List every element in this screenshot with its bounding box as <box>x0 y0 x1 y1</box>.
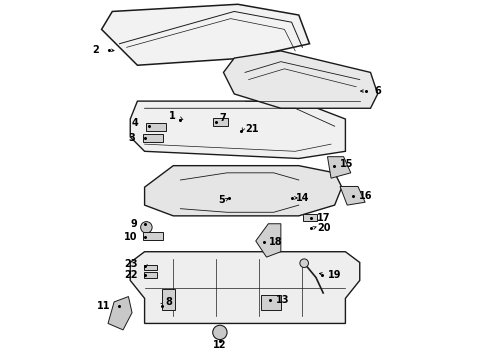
Bar <box>147 123 166 131</box>
Polygon shape <box>101 4 310 65</box>
Bar <box>261 296 281 310</box>
Text: 7: 7 <box>219 113 226 123</box>
Text: 17: 17 <box>317 213 331 223</box>
Bar <box>214 118 228 126</box>
Text: 20: 20 <box>317 223 331 233</box>
Text: 11: 11 <box>98 301 111 311</box>
Bar <box>303 215 317 221</box>
Text: 22: 22 <box>124 270 137 280</box>
Text: 8: 8 <box>166 297 172 307</box>
Bar <box>162 289 175 310</box>
Polygon shape <box>145 166 342 216</box>
Text: 4: 4 <box>132 118 139 128</box>
Text: 5: 5 <box>218 195 224 205</box>
Polygon shape <box>108 297 132 330</box>
Polygon shape <box>223 51 378 108</box>
Text: 14: 14 <box>296 193 309 203</box>
Circle shape <box>213 325 227 339</box>
Bar <box>143 232 163 240</box>
Bar <box>144 272 157 278</box>
Text: 13: 13 <box>276 295 289 305</box>
Polygon shape <box>256 224 281 257</box>
Text: 18: 18 <box>270 237 283 247</box>
Text: 12: 12 <box>213 340 227 350</box>
Polygon shape <box>327 157 351 178</box>
Polygon shape <box>130 252 360 323</box>
Text: 10: 10 <box>124 232 137 242</box>
Circle shape <box>141 222 152 233</box>
Text: 6: 6 <box>374 86 381 96</box>
Text: 1: 1 <box>169 111 175 121</box>
Circle shape <box>300 259 309 267</box>
Text: 15: 15 <box>340 159 353 169</box>
Text: 16: 16 <box>359 192 372 202</box>
Bar <box>143 134 163 142</box>
Text: 19: 19 <box>328 270 342 280</box>
Text: 3: 3 <box>128 133 135 143</box>
Text: 9: 9 <box>131 219 137 229</box>
Text: 23: 23 <box>124 259 137 269</box>
Text: 2: 2 <box>92 45 98 55</box>
Text: 21: 21 <box>245 124 259 134</box>
Polygon shape <box>130 101 345 158</box>
Polygon shape <box>340 186 365 205</box>
Bar <box>144 265 157 270</box>
